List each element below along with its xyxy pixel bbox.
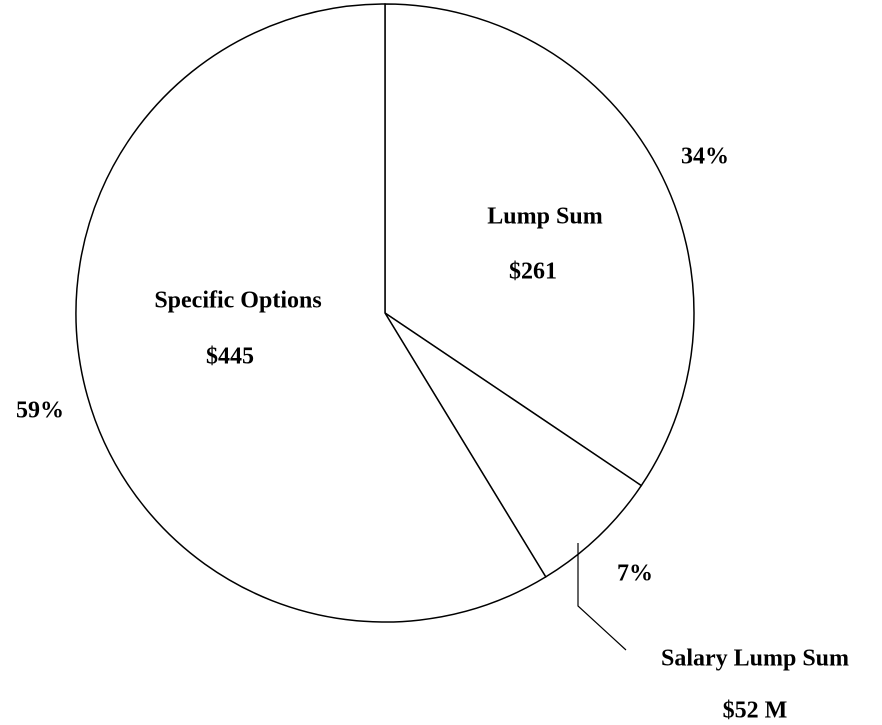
slice-label: Lump Sum <box>487 204 602 230</box>
pie-slice <box>75 3 547 623</box>
pie-slice <box>384 3 695 487</box>
percent-label: 7% <box>617 561 653 587</box>
slice-label: Salary Lump Sum <box>661 646 849 672</box>
value-label: $445 <box>206 344 254 370</box>
leader-line <box>577 543 627 651</box>
slice-label: Specific Options <box>154 288 321 314</box>
value-label: $261 <box>509 259 557 285</box>
pie-slice <box>384 312 643 578</box>
percent-label: 59% <box>16 398 64 424</box>
value-label: $52 M <box>723 698 788 724</box>
percent-label: 34% <box>681 144 729 170</box>
